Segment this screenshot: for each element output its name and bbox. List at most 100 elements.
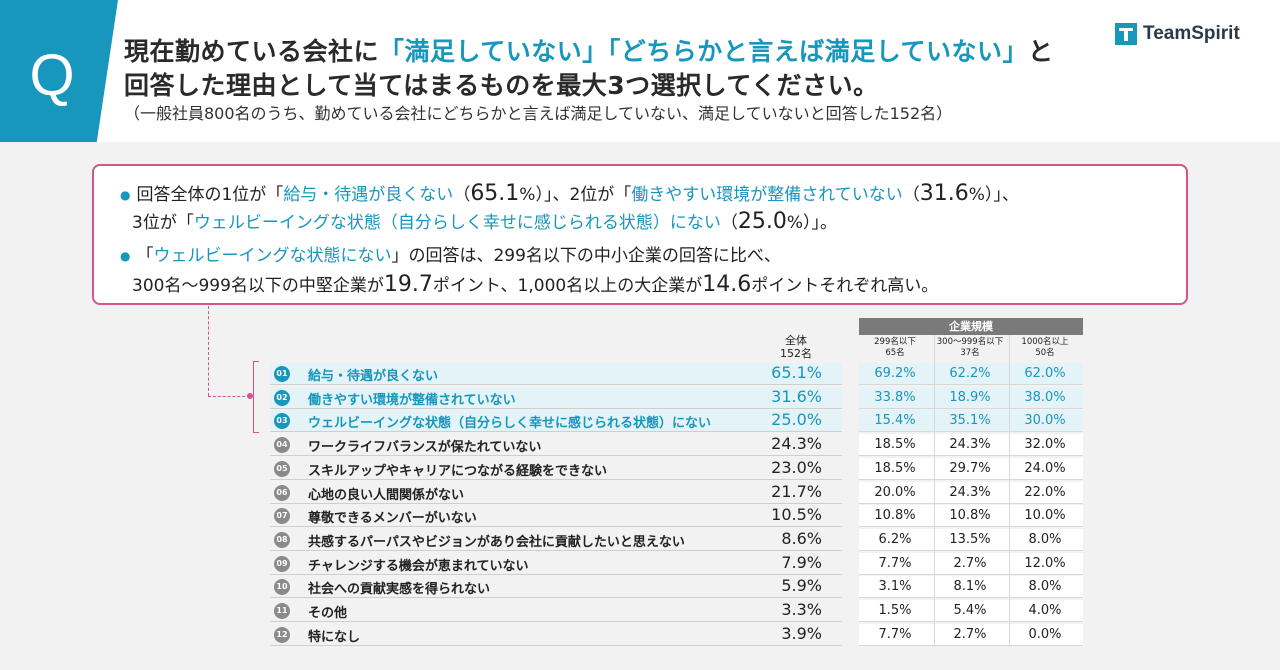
segment-value: 18.5% [874,461,916,476]
total-value: 3.3% [781,600,822,619]
teamspirit-logo: TeamSpirit [1115,20,1240,48]
segment-row: 33.8% 18.9% 38.0% [859,387,1083,409]
segment-value: 33.8% [874,390,916,405]
segment-value: 62.0% [1024,366,1066,381]
table-row: 01 給与・待遇が良くない 65.1% [270,363,842,385]
rank-badge: 05 [274,461,290,477]
total-value: 25.0% [771,410,822,429]
segment-value: 5.4% [953,603,987,618]
segment-value: 24.3% [949,485,991,500]
total-value: 8.6% [781,529,822,548]
total-column-header: 全体 152名 [780,334,812,360]
segment-row: 10.8% 10.8% 10.0% [859,505,1083,527]
segment-value: 30.0% [1024,413,1066,428]
logo-mark-icon [1115,23,1137,45]
segment-value: 2.7% [953,627,987,642]
segment-column-header: 1000名以上 50名 [1021,337,1069,358]
table-row: 06 心地の良い人間関係がない 21.7% [270,482,842,504]
table-row: 03 ウェルビーイングな状態（自分らしく幸せに感じられる状態）にない 25.0% [270,410,842,432]
segment-value: 24.0% [1024,461,1066,476]
segment-value: 29.7% [949,461,991,476]
segment-value: 6.2% [878,532,912,547]
segment-value: 22.0% [1024,485,1066,500]
row-label: スキルアップやキャリアにつながる経験をできない [308,464,608,479]
row-label: 社会への貢献実感を得られない [308,582,491,597]
bullet-icon: ● [120,249,131,263]
segment-value: 32.0% [1024,437,1066,452]
segment-value: 24.3% [949,437,991,452]
rank-badge: 06 [274,485,290,501]
segment-value: 10.8% [949,508,991,523]
rank-badge: 09 [274,556,290,572]
segment-value: 20.0% [874,485,916,500]
total-value: 5.9% [781,576,822,595]
total-value: 24.3% [771,434,822,453]
segment-value: 8.1% [953,579,987,594]
rank-badge: 03 [274,413,290,429]
segment-divider [1009,335,1010,647]
rank-badge: 10 [274,579,290,595]
segment-value: 7.7% [878,627,912,642]
rank-badge: 12 [274,627,290,643]
segment-row: 7.7% 2.7% 12.0% [859,553,1083,575]
total-value: 10.5% [771,505,822,524]
table-row: 09 チャレンジする機会が恵まれていない 7.9% [270,553,842,575]
rank-badge: 07 [274,508,290,524]
total-value: 3.9% [781,624,822,643]
rank-badge: 08 [274,532,290,548]
table-row: 04 ワークライフバランスが保たれていない 24.3% [270,434,842,456]
row-label: 心地の良い人間関係がない [308,488,465,503]
question-highlight: 「満足していない」「どちらかと言えば満足していない」 [379,37,1029,66]
segment-value: 35.1% [949,413,991,428]
segment-row: 20.0% 24.3% 22.0% [859,482,1083,504]
connector-dot [247,393,253,399]
segment-row: 3.1% 8.1% 8.0% [859,576,1083,598]
row-label: 共感するパーパスやビジョンがあり会社に貢献したいと思えない [308,535,685,550]
table-row: 05 スキルアップやキャリアにつながる経験をできない 23.0% [270,458,842,480]
segment-column-header: 300〜999名以下 37名 [936,337,1004,358]
segment-value: 8.0% [1028,532,1062,547]
row-label: 尊敬できるメンバーがいない [308,511,477,526]
segment-row: 1.5% 5.4% 4.0% [859,600,1083,622]
question-line-1: 現在勤めている会社に「満足していない」「どちらかと言えば満足していない」と [124,37,1054,66]
segment-divider [934,335,935,647]
header-background [0,0,1280,142]
row-label: 働きやすい環境が整備されていない [308,393,516,408]
rank-badge: 04 [274,437,290,453]
row-label: 給与・待遇が良くない [308,369,439,384]
segment-value: 2.7% [953,556,987,571]
segment-row: 18.5% 29.7% 24.0% [859,458,1083,480]
summary-line-1: ● 回答全体の1位が「給与・待遇が良くない（65.1%）」、2位が「働きやすい環境… [120,181,1019,206]
logo-text: TeamSpirit [1143,23,1240,44]
bullet-icon: ● [120,188,131,202]
segment-row: 69.2% 62.2% 62.0% [859,363,1083,385]
row-label: ウェルビーイングな状態（自分らしく幸せに感じられる状態）にない [308,416,712,431]
segment-row: 15.4% 35.1% 30.0% [859,410,1083,432]
table-row: 12 特になし 3.9% [270,624,842,646]
segment-value: 12.0% [1024,556,1066,571]
row-label: 特になし [308,630,361,645]
connector-line-horizontal [208,396,250,397]
total-value: 31.6% [771,387,822,406]
rank-badge: 02 [274,390,290,406]
segment-value: 18.5% [874,437,916,452]
summary-line-3: ● 「ウェルビーイングな状態にない」の回答は、299名以下の中小企業の回答に比べ、 [120,246,781,266]
total-value: 21.7% [771,482,822,501]
rank-badge: 11 [274,603,290,619]
segment-value: 10.8% [874,508,916,523]
table-row: 11 その他 3.3% [270,600,842,622]
segment-row: 6.2% 13.5% 8.0% [859,529,1083,551]
segment-row: 18.5% 24.3% 32.0% [859,434,1083,456]
row-label: ワークライフバランスが保たれていない [308,440,542,455]
segment-value: 4.0% [1028,603,1062,618]
segment-value: 18.9% [949,390,991,405]
row-label: チャレンジする機会が恵まれていない [308,559,529,574]
segment-column-header: 299名以下 65名 [874,337,916,358]
summary-box: ● 回答全体の1位が「給与・待遇が良くない（65.1%）」、2位が「働きやすい環境… [92,164,1188,305]
segment-value: 1.5% [878,603,912,618]
segment-value: 8.0% [1028,579,1062,594]
rank-badge: 01 [274,366,290,382]
segment-value: 62.2% [949,366,991,381]
segment-value: 69.2% [874,366,916,381]
total-value: 7.9% [781,553,822,572]
